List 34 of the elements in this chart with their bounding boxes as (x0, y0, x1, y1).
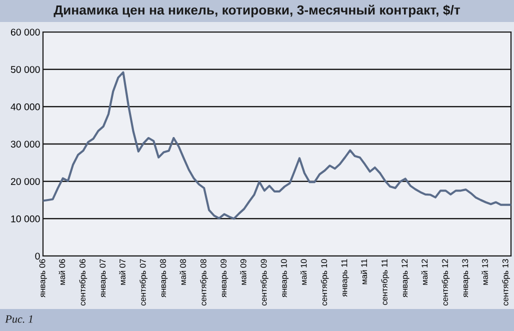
y-tick-label: 0 (35, 252, 40, 260)
x-tick-label: сентябрь 12 (442, 259, 450, 306)
x-tick-label: май 12 (421, 259, 428, 285)
x-tick-label: сентябрь 06 (79, 259, 88, 306)
x-tick-label: январь 06 (39, 259, 47, 298)
x-tick-label: январь 08 (160, 259, 168, 298)
x-tick-label: май 13 (482, 259, 488, 285)
y-tick-label: 50 000 (10, 66, 40, 73)
x-tick-label: май 09 (240, 259, 246, 285)
y-tick-label: 10 000 (11, 215, 40, 222)
x-tick-label: сентябрь 08 (200, 259, 208, 306)
chart-title: Динамика цен на никель, котировки, 3-месячный контракт, $/т (54, 4, 460, 18)
y-tick-label: 40 000 (10, 103, 40, 110)
x-tick-label: май 08 (180, 259, 186, 285)
x-tick-label: май 06 (58, 259, 66, 285)
line-series (43, 71, 511, 220)
x-tick-label: май 10 (300, 259, 307, 285)
x-tick-label: январь 09 (220, 259, 228, 298)
x-tick-label: январь 07 (100, 259, 108, 298)
x-tick-label: январь 13 (462, 259, 470, 298)
x-tick-label: январь 11 (341, 259, 349, 297)
text: Рис. 1 (5, 315, 32, 323)
x-tick-label: январь 12 (402, 259, 410, 298)
y-tick-label: 60 000 (10, 28, 40, 36)
x-tick-label: май 11 (360, 259, 368, 284)
y-tick-label: 30 000 (10, 140, 40, 148)
x-tick-label: январь 10 (280, 259, 288, 298)
y-tick-label: 20 000 (10, 178, 40, 185)
x-tick-label: сентябрь 13 (502, 259, 510, 306)
x-tick-label: сентябрь 11 (381, 259, 390, 305)
x-tick-label: сентябрь 07 (140, 259, 148, 306)
x-tick-label: сентябрь 10 (320, 259, 329, 306)
x-tick-label: сентябрь 09 (260, 259, 268, 306)
x-tick-label: май 07 (119, 259, 126, 285)
